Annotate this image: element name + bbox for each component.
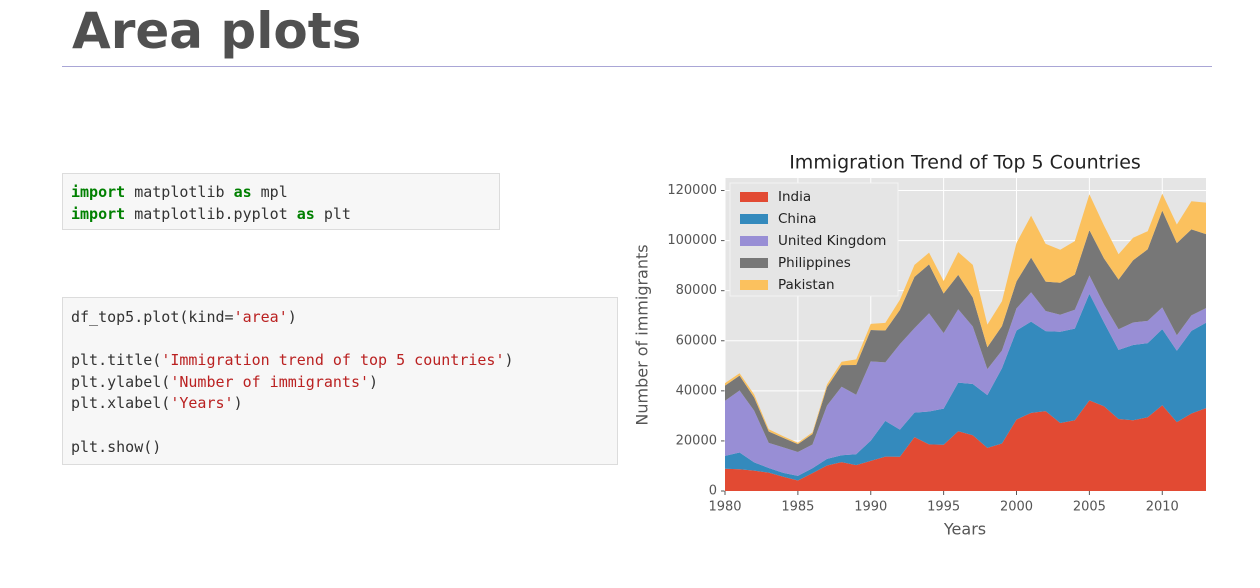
code-line: import matplotlib as mpl <box>71 182 491 204</box>
code-token: mpl <box>251 183 288 201</box>
y-tick-label: 120000 <box>667 183 717 198</box>
y-tick-label: 100000 <box>667 233 717 248</box>
chart-title: Immigration Trend of Top 5 Countries <box>789 152 1141 174</box>
y-tick-label: 60000 <box>676 333 717 348</box>
code-line: plt.show() <box>71 437 609 459</box>
code-block: df_top5.plot(kind='area') plt.title('Immi… <box>62 297 618 465</box>
y-tick-label: 80000 <box>676 283 717 298</box>
legend-label: Pakistan <box>778 277 835 293</box>
code-token: 'Number of immigrants' <box>170 372 370 391</box>
legend-label: Philippines <box>778 255 851 271</box>
code-token: ) <box>369 372 379 391</box>
x-tick-label: 2000 <box>1000 500 1033 515</box>
area <box>725 275 1206 476</box>
area <box>725 210 1206 452</box>
legend-swatch <box>740 214 768 224</box>
code-token: as <box>296 204 315 223</box>
code-token: as <box>233 183 252 201</box>
legend-label: China <box>778 211 817 227</box>
legend-swatch <box>740 192 768 202</box>
code-token: 'Immigration trend of top 5 countries' <box>161 351 505 370</box>
legend-swatch <box>740 236 768 246</box>
code-token: ) <box>233 394 243 413</box>
x-tick-label: 1990 <box>854 500 887 515</box>
y-tick-label: 40000 <box>676 383 717 398</box>
code-token: ) <box>287 308 297 326</box>
code-token: 'Years' <box>170 394 234 413</box>
code-token: plt.show() <box>71 437 162 456</box>
code-token: df_top5.plot(kind= <box>71 308 234 326</box>
code-token: plt <box>314 204 351 223</box>
y-tick-label: 0 <box>709 484 717 499</box>
code-line: plt.title('Immigration trend of top 5 co… <box>71 350 609 372</box>
y-axis-label: Number of immigrants <box>633 244 652 425</box>
x-tick-label: 1980 <box>708 500 741 515</box>
legend-label: United Kingdom <box>778 233 886 249</box>
code-token: plt.ylabel( <box>71 372 171 391</box>
area <box>725 400 1206 491</box>
legend-swatch <box>740 280 768 290</box>
x-tick-label: 1985 <box>781 500 814 515</box>
code-token: plt.title( <box>71 351 162 370</box>
code-token: import <box>71 204 126 223</box>
slide-title: Area plots <box>72 2 362 60</box>
area <box>725 193 1206 445</box>
code-line: plt.xlabel('Years') <box>71 393 609 415</box>
title-rule <box>62 66 1212 67</box>
x-tick-label: 2010 <box>1146 500 1179 515</box>
code-token: matplotlib.pyplot <box>125 204 297 223</box>
code-line: df_top5.plot(kind='area') <box>71 307 609 329</box>
y-tick-label: 20000 <box>676 433 717 448</box>
legend-swatch <box>740 258 768 268</box>
code-line: import matplotlib.pyplot as plt <box>71 204 491 226</box>
code-line: plt.ylabel('Number of immigrants') <box>71 372 609 394</box>
code-block: import matplotlib as mpl import matplotli… <box>62 173 500 230</box>
x-axis-label: Years <box>943 520 986 539</box>
code-token: ) <box>504 351 514 370</box>
code-token: matplotlib <box>125 183 234 201</box>
x-tick-label: 2005 <box>1073 500 1106 515</box>
legend-label: India <box>778 189 811 205</box>
area <box>725 293 1206 481</box>
code-token: import <box>71 183 126 201</box>
code-token: plt.xlabel( <box>71 394 171 413</box>
code-token: 'area' <box>233 308 288 326</box>
x-tick-label: 1995 <box>927 500 960 515</box>
